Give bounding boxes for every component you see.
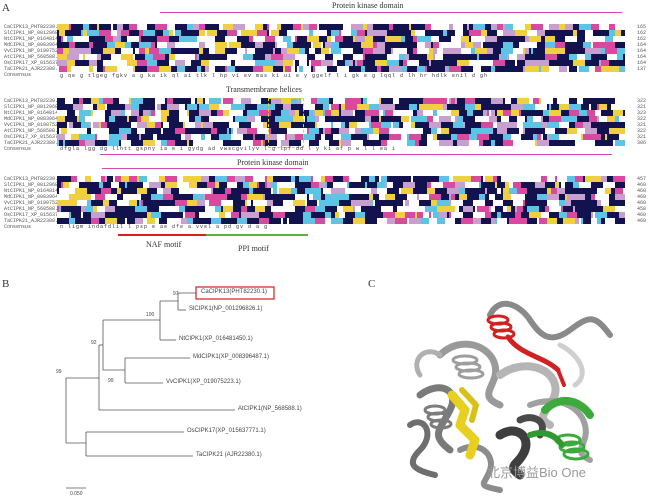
domain-line-2 [100,154,612,155]
panel-a-label: A [2,2,10,14]
seq-names-block-1: CaCIPK13_PHT82230.1 SlCIPK1_NP_001296826.… [4,24,74,78]
alignment-row [57,176,625,182]
ppi-motif-line [206,234,308,236]
alignment-block-2 [57,98,625,146]
bootstrap-value: 97 [173,291,179,297]
protein-structure-image [407,300,613,493]
alignment-row [57,116,625,122]
alignment-row [57,140,625,146]
seq-names-block-2: CaCIPK13_PHT82230.1 SlCIPK1_NP_001296826.… [4,98,74,152]
alignment-row [57,98,625,104]
consensus-block-2: dfgla lgg dg llhtt gspny ia e i gydg ad … [60,146,397,152]
highlight-box [195,286,275,300]
domain-line-1 [160,12,622,13]
bootstrap-value: 100 [146,312,155,318]
transmembrane-title: Transmembrane helices [226,85,302,94]
naf-motif-line [118,234,206,236]
alignment-row [57,60,625,66]
domain-title-3: Protein kinase domain [237,158,309,167]
alignment-row [57,200,625,206]
taxon-label: CaCIPK13(PHT82230.1) [201,289,268,295]
taxon-label: TaCIPK21 (AJR22380.1) [196,452,262,458]
alignment-row [57,122,625,128]
bootstrap-value: 99 [56,369,62,375]
domain-line-3 [102,168,302,169]
position-numbers-block-2: 322 321 323 322 321 322 321 306 [636,98,646,146]
alignment-row [57,194,625,200]
panel-b-label: B [2,278,10,290]
alignment-row [57,218,625,224]
domain-title-1: Protein kinase domain [332,1,404,10]
ppi-motif-label: PPI motif [238,244,269,253]
naf-motif-label: NAF motif [146,240,182,249]
alignment-row [57,188,625,194]
alignment-row [57,182,625,188]
consensus-block-3: n ligm indafdlil l psp e ae dfe a vvel a… [60,224,269,230]
taxon-label: AtCIPK1(NP_568588.1) [238,406,302,412]
bootstrap-value: 92 [91,340,97,346]
alignment-row [57,66,625,72]
alignment-row [57,30,625,36]
alignment-block-3 [57,176,625,224]
alignment-row [57,36,625,42]
bootstrap-value: 99 [108,378,114,384]
alignment-row [57,48,625,54]
panel-c-label: C [368,278,376,290]
taxon-label: NtCIPK1(XP_016481450.1) [179,336,253,342]
alignment-row [57,134,625,140]
alignment-row [57,42,625,48]
alignment-row [57,54,625,60]
taxon-label: VvCIPK1(XP_019075223.1) [166,379,241,385]
scale-bar-label: 0.050 [70,491,83,497]
watermark-text: 北京博益Bio One [487,465,586,480]
position-numbers-block-1: 165 162 162 164 164 164 164 137 [636,24,646,72]
position-numbers-block-3: 457 460 460 460 460 458 460 460 [636,176,646,224]
tree-svg [65,286,275,489]
alignment-row [57,212,625,218]
taxon-label: SlCIPK1(NP_001296826.1) [189,306,263,312]
taxon-label: MdCIPK1(XP_008396487.1) [193,354,270,360]
alignment-row [57,128,625,134]
alignment-row [57,110,625,116]
alignment-row [57,206,625,212]
seq-names-block-3: CaCIPK13_PHT82230.1 SlCIPK1_NP_001296826.… [4,176,74,230]
consensus-block-1: g qe g tlgeg fgkv a g ka ik ql ai tlk l … [60,73,489,79]
alignment-block-1 [57,24,625,72]
taxon-label: OsCIPK17(XP_015637771.1) [187,428,266,434]
alignment-row [57,24,625,30]
transmembrane-box [268,98,304,148]
